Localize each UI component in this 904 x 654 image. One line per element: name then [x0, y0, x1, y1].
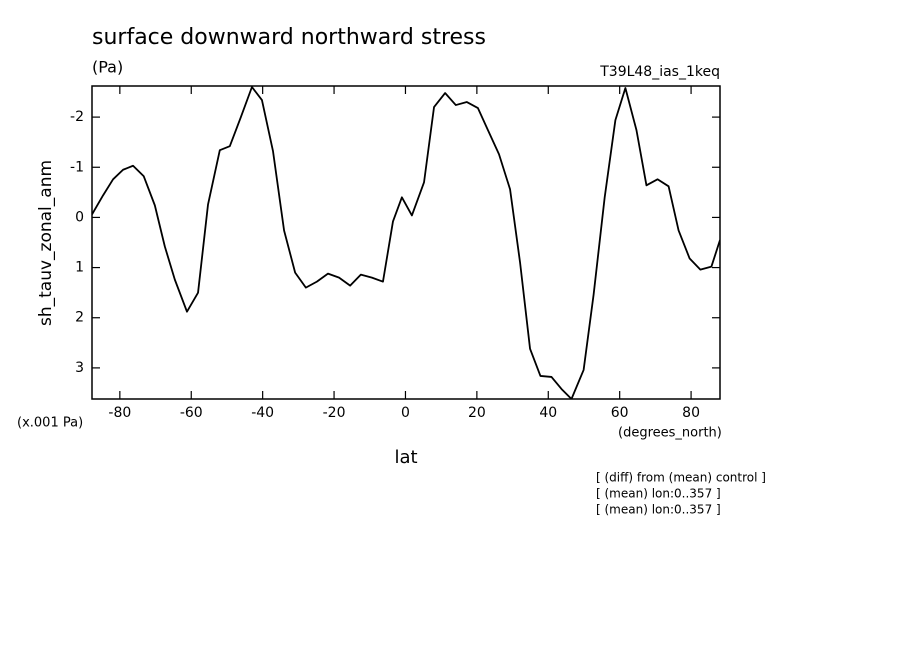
x-axis-label: lat [394, 447, 417, 468]
x-tick-label: 20 [468, 405, 486, 421]
y-tick-label: 3 [75, 360, 84, 376]
x-tick-label: 0 [401, 405, 410, 421]
note: [ (diff) from (mean) control ] [596, 471, 766, 485]
note: [ (mean) lon:0..357 ] [596, 487, 721, 501]
y-tick-label: 1 [75, 260, 84, 276]
y-axis-label: sh_tauv_zonal_anm [36, 160, 56, 326]
y-tick-label: -1 [70, 159, 84, 175]
y-tick-label: 2 [75, 310, 84, 326]
x-tick-label: -80 [108, 405, 131, 421]
plot-frame [91, 85, 721, 400]
x-tick-label: 40 [539, 405, 557, 421]
x-tick-label: -60 [180, 405, 203, 421]
x-units-label: (degrees_north) [618, 426, 722, 441]
annotation: T39L48_ias_1keq [599, 64, 720, 80]
y-tick-label: 0 [75, 209, 84, 225]
chart-title: surface downward northward stress [92, 25, 486, 50]
data-line [92, 86, 720, 399]
x-tick-label: 60 [611, 405, 629, 421]
note: [ (mean) lon:0..357 ] [596, 503, 721, 517]
x-tick-label: -40 [251, 405, 274, 421]
x-tick-label: 80 [682, 405, 700, 421]
y-tick-label: -2 [70, 109, 84, 125]
x-tick-label: -20 [323, 405, 346, 421]
y-scale-label: (x.001 Pa) [17, 416, 83, 431]
units-label: (Pa) [92, 58, 123, 77]
